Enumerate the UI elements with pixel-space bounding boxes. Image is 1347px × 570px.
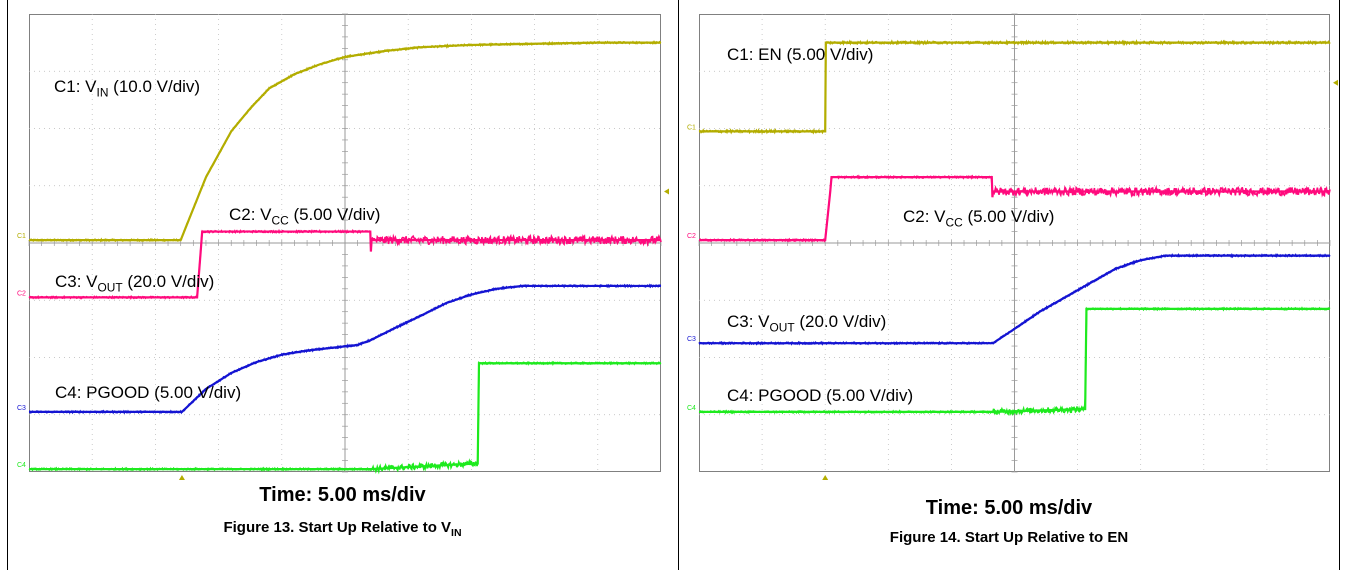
figure-14-panel: C1 C2 C3 C4 C1: EN (5.00 V/div) C2: VCC (5.…	[678, 0, 1340, 570]
oscilloscope-plot: C1 C2 C3 C4	[17, 13, 669, 480]
oscilloscope-plot: C1 C2 C3 C4	[687, 13, 1338, 480]
figure-13-panel: C1 C2 C3 C4 C1: VIN (10.0 V/div) C2: VCC (5…	[7, 0, 677, 570]
channel-marker-c4: C4	[17, 462, 26, 469]
channel-marker-c1: C1	[17, 233, 26, 240]
channel-marker-c2: C2	[687, 233, 696, 240]
channel-marker-c1: C1	[687, 124, 696, 131]
trigger-marker	[178, 475, 185, 480]
trigger-level-marker	[664, 188, 669, 195]
trace-c1	[28, 40, 662, 243]
trace-c2	[698, 174, 1331, 243]
trace-c3	[28, 283, 662, 415]
channel-marker-c2: C2	[17, 290, 26, 297]
scope-display: C1 C2 C3 C4 C1: VIN (10.0 V/div) C2: VCC (5…	[17, 13, 669, 480]
trace-c4	[698, 306, 1331, 417]
figure-caption: Figure 14. Start Up Relative to EN	[889, 529, 1129, 546]
channel-marker-c3: C3	[687, 336, 696, 343]
figure-caption: Figure 13. Start Up Relative to VIN	[223, 519, 462, 539]
trace-c3	[698, 252, 1331, 346]
trigger-marker	[822, 475, 829, 480]
trace-c2	[28, 228, 662, 301]
channel-marker-c3: C3	[17, 405, 26, 412]
trigger-level-marker	[1333, 79, 1338, 86]
timebase-label: Time: 5.00 ms/div	[925, 497, 1093, 519]
scope-display: C1 C2 C3 C4 C1: EN (5.00 V/div) C2: VCC (5.…	[687, 13, 1338, 480]
trace-c1	[698, 39, 1331, 135]
channel-marker-c4: C4	[687, 405, 696, 412]
trace-c4	[28, 360, 662, 475]
graticule	[698, 13, 1331, 473]
timebase-label: Time: 5.00 ms/div	[259, 484, 426, 506]
graticule	[28, 13, 662, 473]
